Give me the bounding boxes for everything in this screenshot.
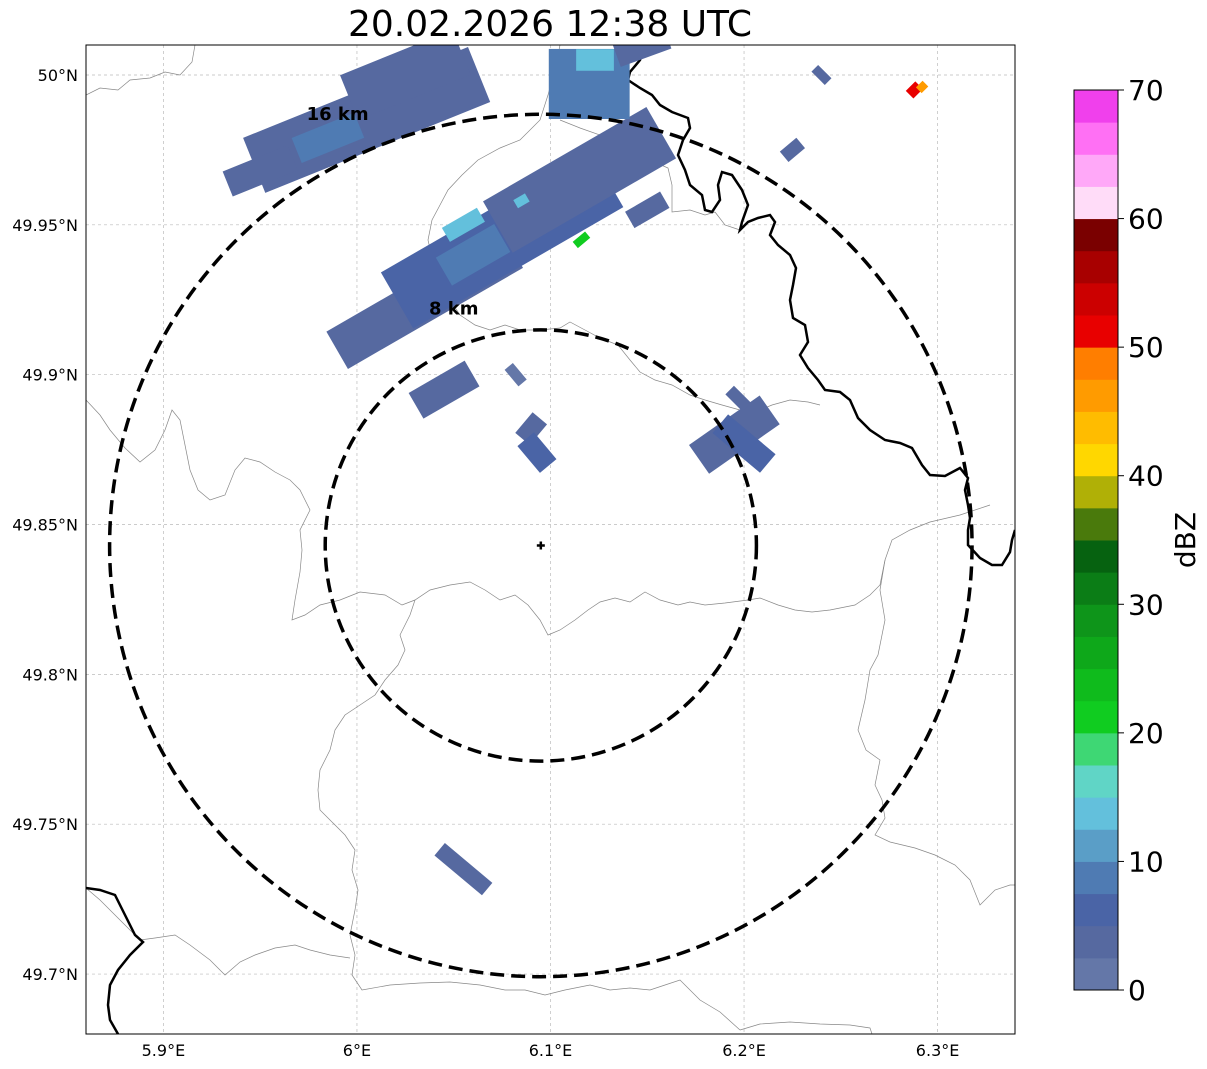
radar-echo bbox=[222, 145, 298, 197]
lon-tick-label: 6.2°E bbox=[722, 1041, 766, 1060]
colorbar-segment bbox=[1074, 507, 1118, 541]
colorbar-tick-label: 40 bbox=[1128, 460, 1164, 493]
colorbar-segment bbox=[1074, 925, 1118, 959]
colorbar-segment bbox=[1074, 540, 1118, 573]
colorbar-tick-label: 10 bbox=[1128, 845, 1164, 878]
map-frame bbox=[85, 44, 1016, 1035]
colorbar-segment bbox=[1074, 572, 1118, 605]
range-ring bbox=[107, 112, 974, 979]
radar-echo bbox=[572, 231, 591, 249]
colorbar-segment bbox=[1074, 797, 1118, 830]
range-ring-label: 8 km bbox=[429, 299, 479, 320]
region-border bbox=[86, 45, 196, 96]
radar-echo bbox=[291, 112, 365, 164]
colorbar-segment bbox=[1074, 282, 1118, 316]
radar-echo bbox=[625, 191, 670, 229]
radar-echo bbox=[576, 49, 614, 71]
colorbar-segment bbox=[1074, 861, 1118, 895]
colorbar-tick-label: 0 bbox=[1128, 974, 1146, 1007]
colorbar-unit-label: dBZ bbox=[1169, 512, 1202, 568]
colorbar-segment bbox=[1074, 315, 1118, 348]
colorbar-segment bbox=[1074, 347, 1118, 380]
colorbar-segment bbox=[1074, 379, 1118, 412]
colorbar-segment bbox=[1074, 893, 1118, 927]
colorbar-segment bbox=[1074, 700, 1118, 734]
colorbar-segment bbox=[1074, 668, 1118, 702]
colorbar-segment bbox=[1074, 732, 1118, 766]
colorbar-segment bbox=[1074, 604, 1118, 637]
colorbar-segment bbox=[1074, 765, 1118, 798]
colorbar-tick-label: 60 bbox=[1128, 203, 1164, 236]
region-border bbox=[739, 1021, 873, 1034]
colorbar-segment bbox=[1074, 154, 1118, 187]
radar-site-marker bbox=[536, 541, 545, 550]
colorbar-segment bbox=[1074, 122, 1118, 155]
radar-echo bbox=[725, 385, 752, 412]
lat-tick-label: 49.8°N bbox=[22, 665, 78, 684]
lat-tick-label: 49.95°N bbox=[12, 216, 78, 235]
colorbar-tick-label: 20 bbox=[1128, 717, 1164, 750]
colorbar-tick-label: 30 bbox=[1128, 588, 1164, 621]
range-ring bbox=[323, 328, 759, 763]
range-ring-label: 16 km bbox=[307, 104, 369, 125]
region-border bbox=[86, 887, 351, 976]
lat-tick-label: 49.9°N bbox=[22, 366, 78, 385]
lon-tick-label: 6°E bbox=[343, 1041, 371, 1060]
radar-echoes bbox=[222, 45, 929, 896]
colorbar-frame bbox=[1073, 89, 1119, 991]
map-title: 20.02.2026 12:38 UTC bbox=[347, 4, 753, 45]
radar-echo bbox=[515, 412, 548, 445]
region-border bbox=[317, 599, 741, 1031]
longitude-labels: 5.9°E 6°E 6.1°E 6.2°E 6.3°E bbox=[142, 1041, 960, 1060]
colorbar: 0 10 20 30 40 50 60 70 dBZ bbox=[1073, 74, 1202, 1007]
lon-tick-label: 6.3°E bbox=[916, 1041, 960, 1060]
colorbar-segment bbox=[1074, 957, 1118, 991]
region-border bbox=[714, 211, 741, 231]
colorbar-segment bbox=[1074, 218, 1118, 252]
lon-tick-label: 6.1°E bbox=[529, 1041, 573, 1060]
lat-tick-label: 49.7°N bbox=[22, 965, 78, 984]
national-border bbox=[626, 45, 1015, 567]
radar-echo bbox=[779, 137, 806, 162]
radar-echo bbox=[811, 64, 832, 85]
radar-echo bbox=[517, 432, 557, 473]
range-rings: 8 km 16 km bbox=[107, 104, 974, 979]
colorbar-tick-label: 50 bbox=[1128, 331, 1164, 364]
colorbar-segment bbox=[1074, 475, 1118, 509]
radar-echo bbox=[483, 107, 677, 253]
lon-tick-label: 5.9°E bbox=[142, 1041, 186, 1060]
colorbar-segment bbox=[1074, 186, 1118, 220]
colorbar-segment bbox=[1074, 90, 1118, 123]
national-border bbox=[86, 886, 145, 1034]
lat-tick-label: 49.85°N bbox=[12, 516, 78, 535]
lat-tick-label: 49.75°N bbox=[12, 815, 78, 834]
radar-echo bbox=[712, 414, 776, 473]
region-border bbox=[86, 399, 991, 636]
radar-echo bbox=[408, 360, 480, 419]
radar-echo bbox=[434, 843, 493, 896]
radar-echo bbox=[504, 362, 527, 387]
colorbar-segment bbox=[1074, 443, 1118, 477]
radar-echo bbox=[513, 193, 530, 209]
lat-tick-label: 50°N bbox=[38, 66, 78, 85]
colorbar-segment bbox=[1074, 250, 1118, 284]
colorbar-tick-label: 70 bbox=[1128, 74, 1164, 107]
colorbar-segment bbox=[1074, 636, 1118, 670]
radar-echo bbox=[915, 80, 929, 94]
radar-echo bbox=[340, 45, 471, 121]
latitude-labels: 50°N 49.95°N 49.9°N 49.85°N 49.8°N 49.75°N 49.… bbox=[12, 66, 78, 984]
radar-echo bbox=[435, 223, 511, 286]
colorbar-segment bbox=[1074, 411, 1118, 445]
radar-echo bbox=[441, 207, 485, 242]
colorbar-segment bbox=[1074, 829, 1118, 862]
